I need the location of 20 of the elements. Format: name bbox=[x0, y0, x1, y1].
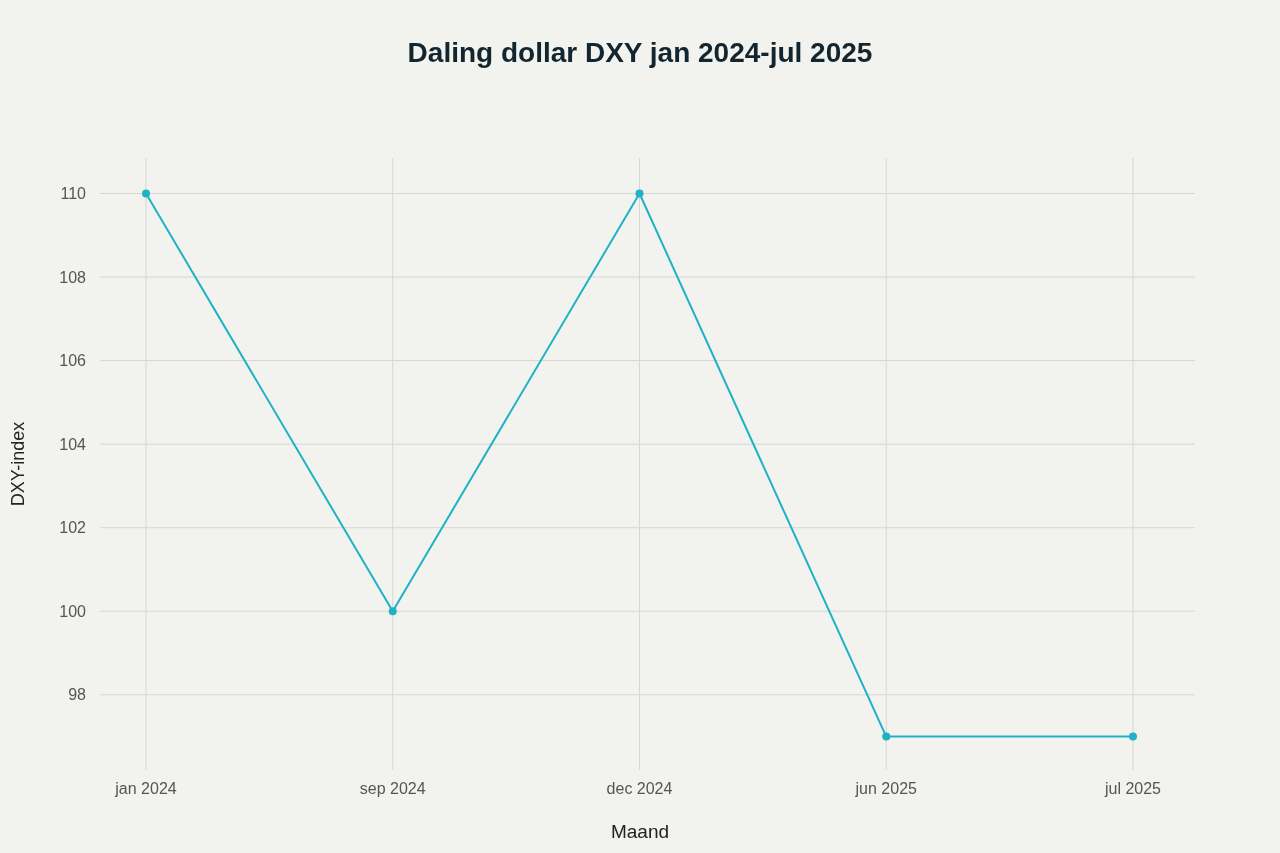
x-axis-title: Maand bbox=[610, 821, 670, 842]
y-tick-label: 106 bbox=[59, 352, 87, 370]
point bbox=[142, 189, 150, 198]
x-tick-label: jan 2024 bbox=[114, 780, 177, 797]
x-tick-label: jun 2025 bbox=[854, 780, 918, 797]
y-axis-title: DXY-index bbox=[8, 421, 28, 507]
point bbox=[882, 732, 891, 741]
x-tick-label: sep 2024 bbox=[359, 780, 426, 797]
y-tick-label: 104 bbox=[59, 435, 87, 453]
y-tick-label: 108 bbox=[59, 268, 87, 286]
y-tick-label: 102 bbox=[59, 519, 87, 537]
point bbox=[388, 607, 397, 616]
y-tick-label: 110 bbox=[60, 185, 87, 203]
point bbox=[635, 189, 644, 198]
x-tick-label: jul 2025 bbox=[1103, 780, 1162, 797]
chart-title: Daling dollar DXY jan 2024-jul 2025 bbox=[407, 37, 873, 68]
x-tick-label: dec 2024 bbox=[606, 780, 673, 797]
y-tick-label: 98 bbox=[68, 686, 87, 704]
point bbox=[1129, 732, 1137, 741]
y-tick-label: 100 bbox=[59, 602, 87, 620]
